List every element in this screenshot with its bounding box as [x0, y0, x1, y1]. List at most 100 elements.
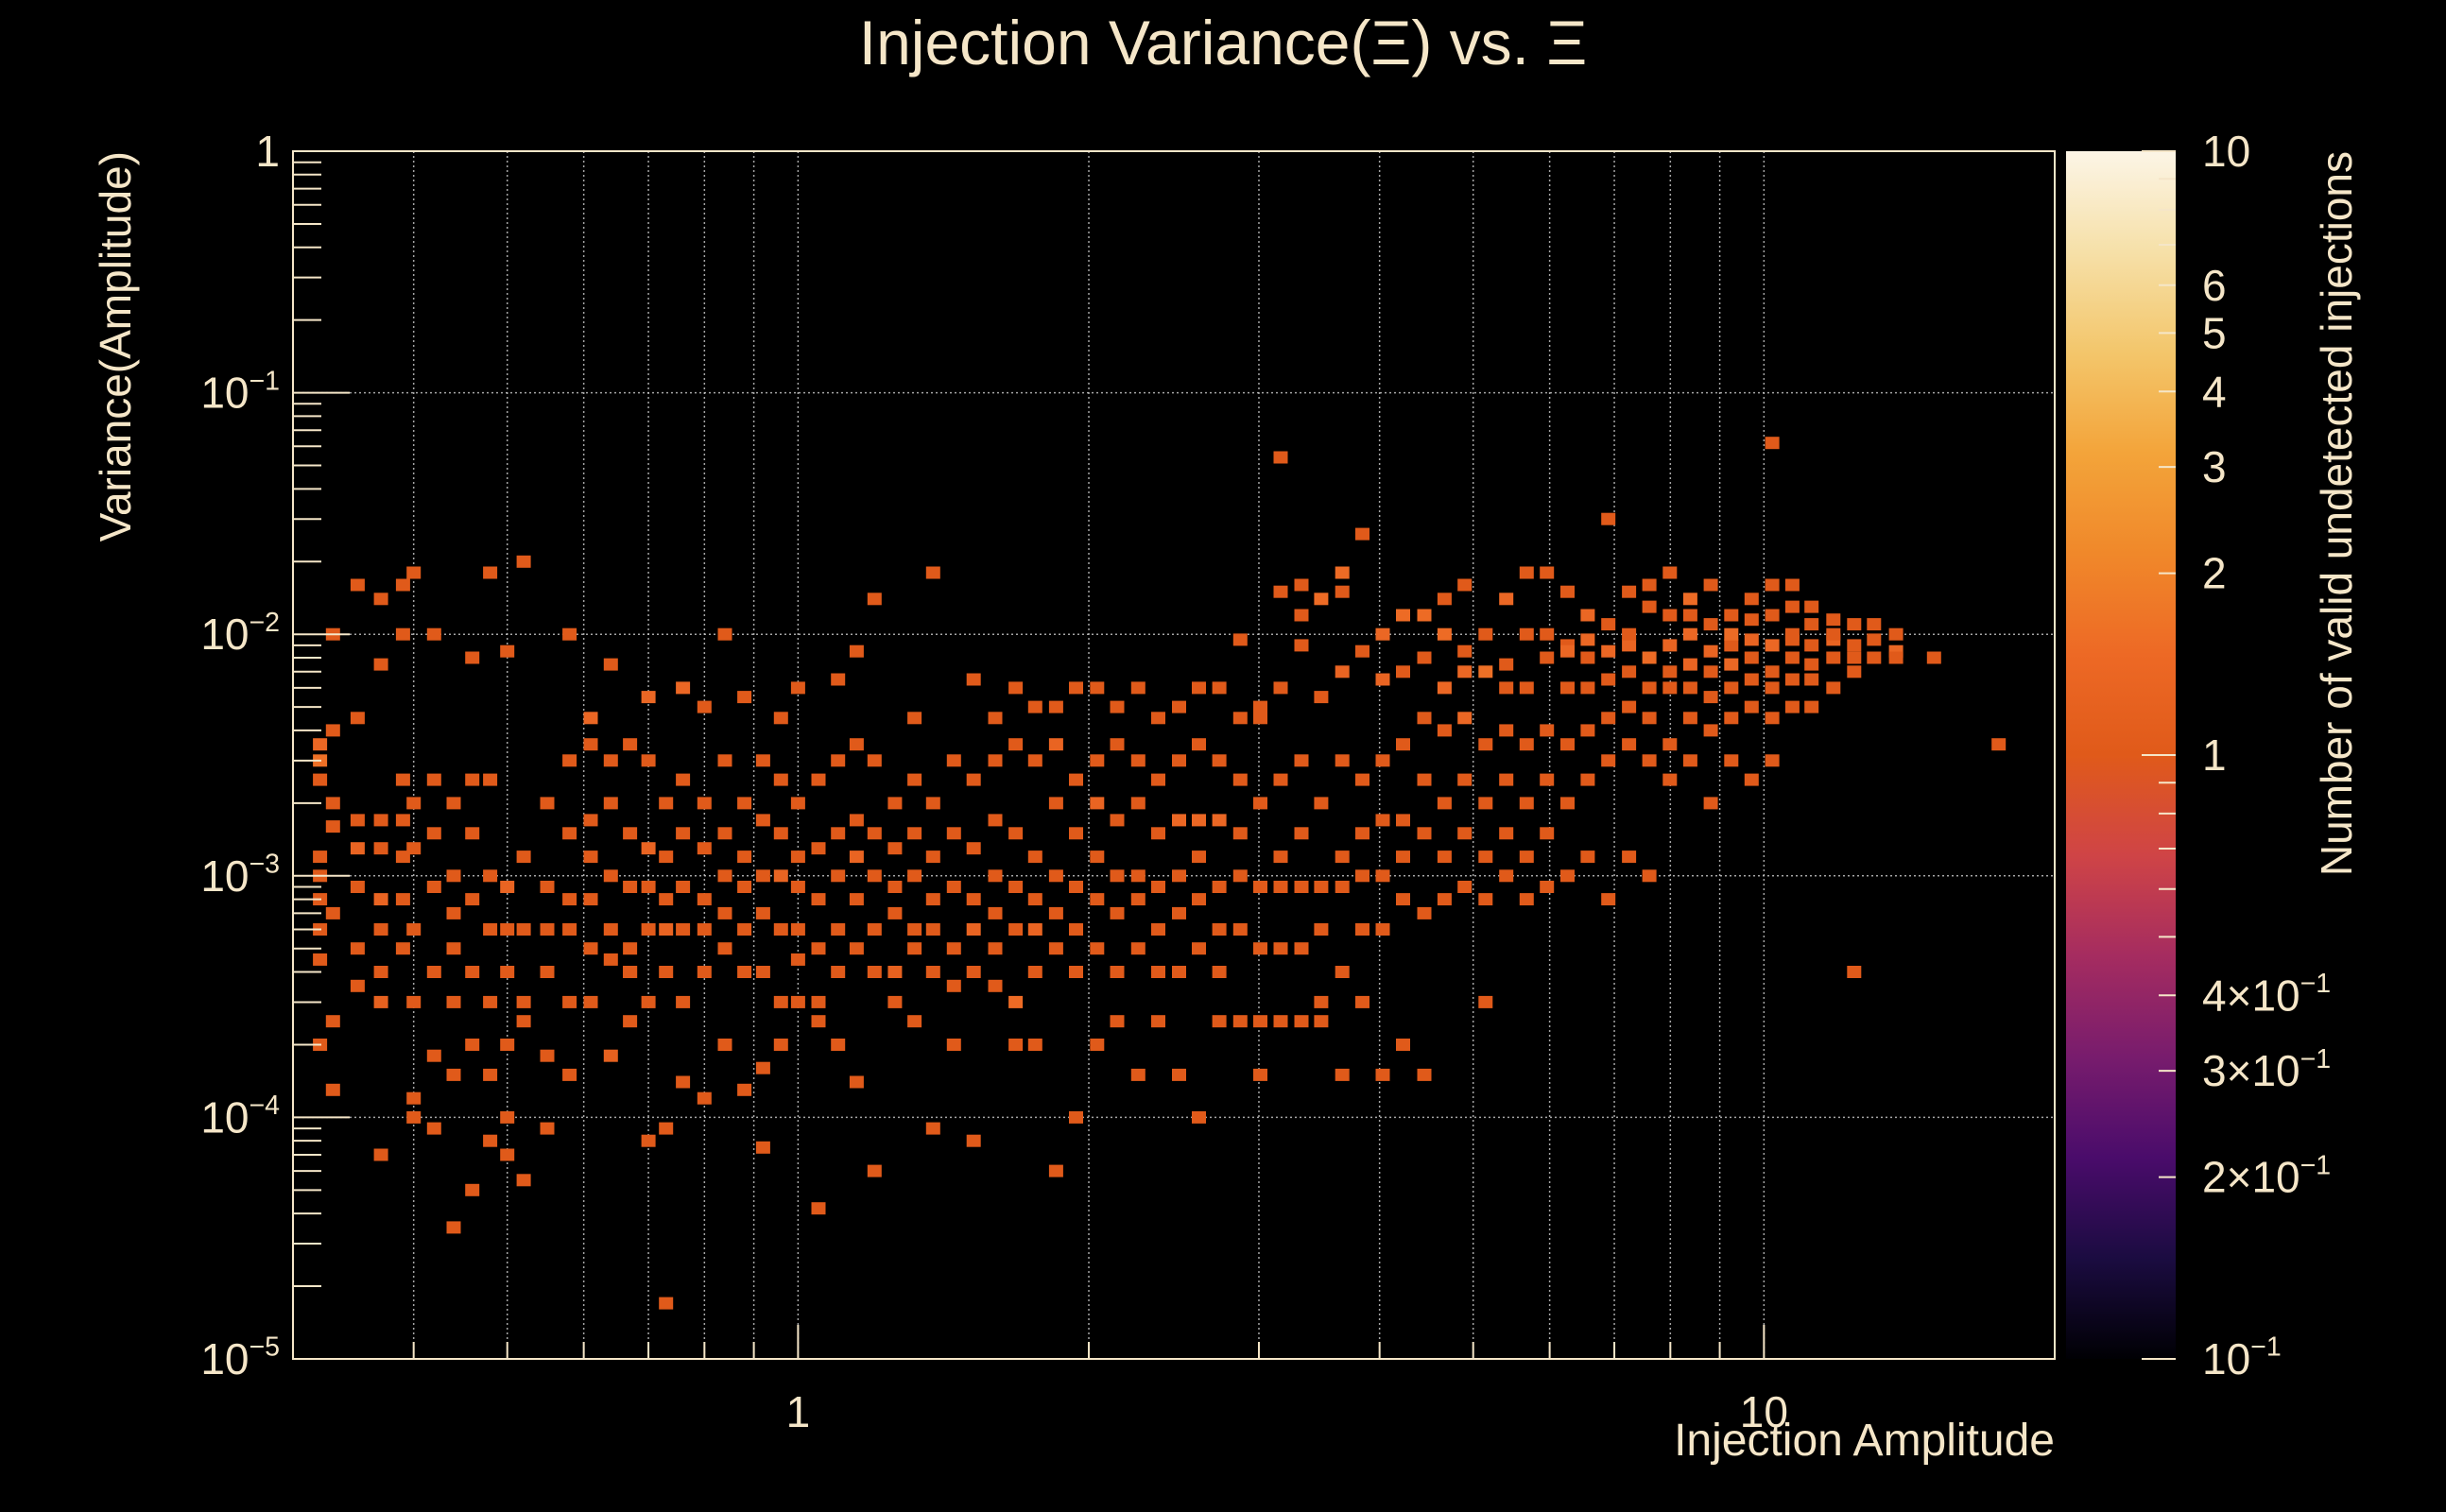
heatmap-cell: [1027, 966, 1042, 978]
heatmap-cell: [641, 1134, 656, 1147]
heatmap-cell: [831, 966, 846, 978]
heatmap-cell: [1682, 627, 1697, 641]
heatmap-cell: [676, 681, 691, 695]
heatmap-cell: [925, 893, 940, 906]
heatmap-cell: [1314, 1015, 1329, 1028]
heatmap-cell: [1069, 827, 1083, 840]
heatmap-cell: [737, 797, 752, 810]
heatmap-cell: [1048, 738, 1063, 751]
heatmap-cell: [1622, 627, 1637, 641]
heatmap-cell: [925, 566, 940, 579]
heatmap-cell: [395, 814, 410, 827]
heatmap-cell: [373, 923, 388, 936]
heatmap-cell: [811, 995, 826, 1008]
heatmap-cell: [1417, 651, 1432, 664]
heatmap-cell: [1662, 566, 1678, 579]
heatmap-cell: [1540, 773, 1555, 786]
heatmap-cell: [603, 869, 618, 883]
heatmap-cell: [1662, 609, 1678, 622]
heatmap-cell: [1499, 658, 1514, 671]
heatmap-cell: [446, 942, 461, 955]
heatmap-cell: [1499, 869, 1514, 883]
heatmap-cell: [1110, 738, 1125, 751]
heatmap-cell: [1375, 754, 1390, 767]
heatmap-cell: [966, 966, 981, 978]
heatmap-cell: [1151, 923, 1165, 936]
heatmap-cell: [325, 1015, 340, 1028]
heatmap-cell: [1027, 850, 1042, 864]
heatmap-cell: [1765, 437, 1780, 450]
heatmap-cell: [1580, 651, 1595, 664]
heatmap-cell: [925, 966, 940, 978]
heatmap-cell: [659, 893, 674, 906]
heatmap-cell: [1888, 627, 1903, 641]
heatmap-cell: [907, 773, 922, 786]
heatmap-cell: [1172, 966, 1186, 978]
heatmap-cell: [313, 850, 328, 864]
heatmap-cell: [406, 797, 422, 810]
heatmap-cell: [1130, 754, 1145, 767]
heatmap-cell: [465, 773, 480, 786]
heatmap-cell: [446, 906, 461, 919]
heatmap-cell: [1008, 827, 1024, 840]
heatmap-cell: [500, 1148, 515, 1161]
heatmap-cell: [1519, 738, 1534, 751]
heatmap-cell: [737, 1083, 752, 1096]
x-tick-label: 1: [786, 1387, 811, 1436]
heatmap-cell: [483, 566, 498, 579]
heatmap-cell: [1478, 893, 1493, 906]
heatmap-cell: [676, 773, 691, 786]
heatmap-cell: [373, 1148, 388, 1161]
heatmap-cell: [946, 942, 961, 955]
heatmap-cell: [659, 1122, 674, 1135]
heatmap-cell: [583, 893, 598, 906]
heatmap-cell: [373, 893, 388, 906]
heatmap-cell: [373, 658, 388, 671]
heatmap-cell: [1375, 923, 1390, 936]
heatmap-cell: [946, 754, 961, 767]
heatmap-cell: [717, 942, 732, 955]
heatmap-cell: [887, 797, 903, 810]
y-axis-label: Variance(Amplitude): [91, 151, 140, 541]
heatmap-cell: [1457, 644, 1473, 658]
heatmap-cell: [676, 923, 691, 936]
heatmap-cell: [1335, 585, 1350, 598]
y-tick-label: 10−4: [200, 1091, 280, 1142]
colorbar-tick-label: 10−1: [2202, 1332, 2282, 1383]
heatmap-cell: [1560, 644, 1575, 658]
heatmap-cell: [426, 627, 441, 641]
heatmap-cell: [562, 754, 577, 767]
heatmap-cell: [516, 850, 531, 864]
colorbar-axis: 10 65 4 3 2 1 4×10−1 3×10−1 2×10−1 10−1: [2142, 127, 2331, 1383]
heatmap-cell: [697, 966, 712, 978]
heatmap-cell: [1804, 600, 1819, 613]
heatmap-cell: [811, 1202, 826, 1215]
heatmap-cell: [773, 923, 788, 936]
heatmap-cell: [1192, 942, 1206, 955]
heatmap-cell: [1375, 627, 1390, 641]
heatmap-cell: [1335, 850, 1350, 864]
heatmap-cell: [1437, 724, 1452, 737]
heatmap-cell: [1130, 797, 1145, 810]
heatmap-cell: [641, 842, 656, 855]
y-axis: 1 10−1 10−2 10−3 10−4 10−5: [200, 127, 350, 1383]
heatmap-cell: [790, 797, 805, 810]
heatmap-cell: [907, 827, 922, 840]
heatmap-cell: [1744, 700, 1759, 713]
heatmap-cell: [1294, 881, 1309, 893]
heatmap-cell: [755, 814, 770, 827]
heatmap-cell: [1417, 827, 1432, 840]
heatmap-cell: [1130, 1068, 1145, 1081]
heatmap-cell: [516, 1015, 531, 1028]
heatmap-cell: [426, 1049, 441, 1062]
heatmap-cell: [849, 1075, 864, 1089]
colorbar-tick-label: 4×10−1: [2202, 969, 2331, 1020]
heatmap-cell: [1027, 923, 1042, 936]
heatmap-cell: [1417, 906, 1432, 919]
heatmap-cell: [1642, 869, 1657, 883]
heatmap-cell: [887, 881, 903, 893]
heatmap-cell: [583, 850, 598, 864]
heatmap-cell: [1253, 1015, 1267, 1028]
heatmap-cell: [1601, 712, 1616, 725]
heatmap-cell: [1765, 681, 1780, 695]
